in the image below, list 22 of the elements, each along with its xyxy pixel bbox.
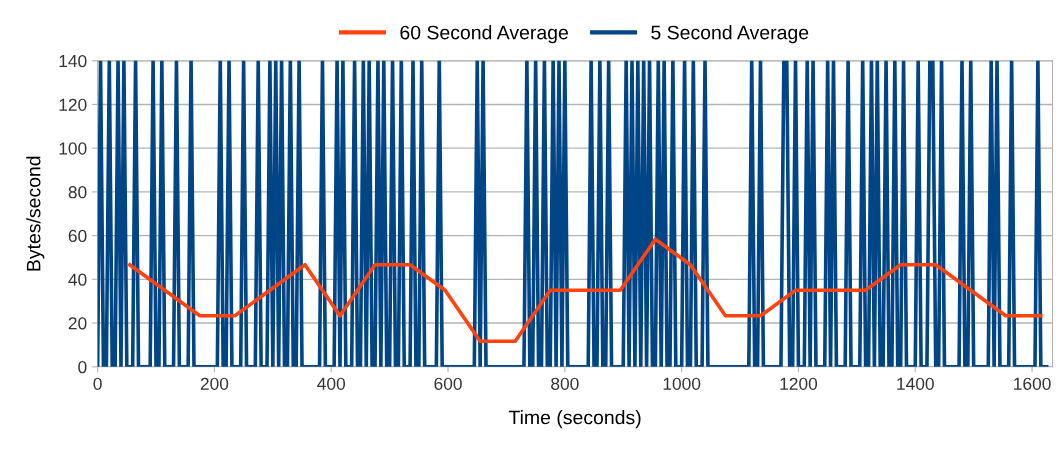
x-axis-title: Time (seconds)	[508, 410, 641, 429]
legend-label: 60 Second Average	[400, 25, 568, 44]
y-tick-label: 140	[59, 54, 87, 68]
x-tick-label: 200	[200, 377, 229, 390]
x-tick-label: 800	[551, 377, 579, 390]
y-tick-label: 0	[78, 360, 87, 374]
y-tick-label: 100	[59, 142, 87, 155]
y-tick-label: 120	[59, 98, 87, 111]
x-tick-label: 600	[434, 377, 462, 390]
x-tick-label: 1600	[1014, 377, 1051, 390]
y-tick-label: 80	[68, 186, 87, 199]
x-tick-label: 1200	[780, 377, 818, 390]
legend-label: 5 Second Average	[651, 25, 809, 44]
y-tick-label: 60	[68, 229, 87, 243]
x-tick-label: 1000	[663, 377, 701, 390]
y-tick-label: 20	[68, 317, 87, 330]
y-tick-label: 40	[68, 273, 87, 286]
x-tick-label: 0	[93, 377, 102, 390]
line-series	[127, 237, 1043, 344]
x-tick-label: 400	[317, 377, 346, 390]
x-tick-label: 1400	[897, 377, 934, 390]
y-axis-title: Bytes/second	[26, 156, 45, 271]
